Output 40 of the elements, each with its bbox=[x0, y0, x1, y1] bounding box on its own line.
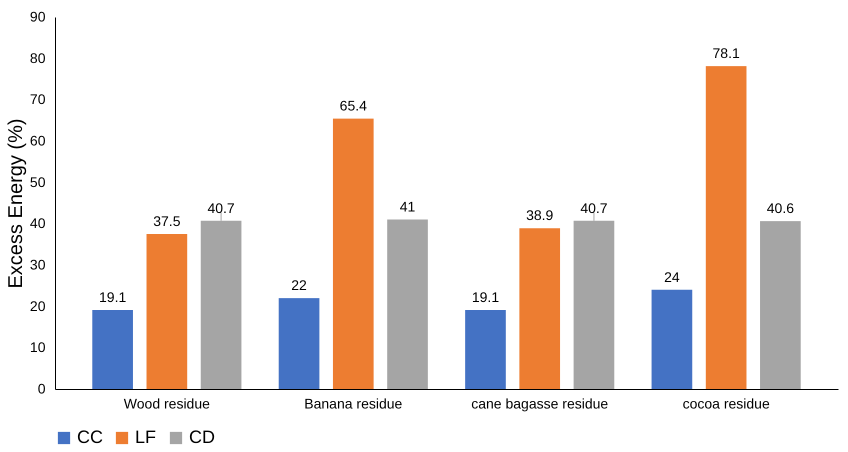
y-tick-label: 40 bbox=[30, 215, 46, 232]
bar bbox=[760, 221, 801, 389]
data-label: 24 bbox=[664, 268, 680, 285]
legend-label: CC bbox=[77, 427, 103, 447]
data-label: 78.1 bbox=[712, 45, 740, 62]
data-label: 41 bbox=[400, 198, 416, 215]
data-label: 22 bbox=[291, 277, 308, 294]
y-tick-label: 70 bbox=[30, 91, 46, 108]
y-tick-label: 10 bbox=[30, 339, 46, 356]
data-label: 37.5 bbox=[153, 213, 181, 229]
bar bbox=[92, 310, 133, 389]
y-tick-label: 50 bbox=[30, 174, 46, 190]
y-tick-label: 20 bbox=[30, 298, 46, 314]
y-axis-title: Excess Energy (%) bbox=[4, 118, 27, 289]
x-tick-label: Wood residue bbox=[124, 396, 210, 412]
bar bbox=[465, 310, 506, 389]
x-tick-label: cocoa residue bbox=[682, 396, 770, 412]
bar bbox=[652, 290, 692, 389]
data-label: 19.1 bbox=[99, 289, 126, 306]
y-tick-label: 80 bbox=[30, 50, 46, 66]
y-tick-label: 60 bbox=[30, 132, 46, 148]
x-tick-label: Banana residue bbox=[304, 396, 403, 412]
y-tick-label: 30 bbox=[30, 256, 46, 272]
y-tick-label: 90 bbox=[30, 8, 46, 24]
data-label: 38.9 bbox=[526, 207, 554, 224]
legend-label: CD bbox=[189, 427, 215, 447]
bar bbox=[706, 66, 746, 389]
y-tick-label: 0 bbox=[38, 380, 46, 396]
data-label: 40.7 bbox=[580, 200, 608, 216]
data-label: 19.1 bbox=[472, 289, 500, 306]
bar bbox=[387, 220, 428, 389]
data-label: 40.6 bbox=[766, 200, 794, 216]
data-label: 40.7 bbox=[207, 200, 235, 216]
data-label: 65.4 bbox=[340, 98, 368, 114]
bar bbox=[146, 234, 188, 389]
bar bbox=[278, 298, 320, 389]
bar bbox=[332, 118, 374, 389]
x-tick-label: cane bagasse residue bbox=[471, 396, 608, 412]
bar bbox=[519, 228, 560, 389]
legend-label: LF bbox=[135, 427, 156, 447]
